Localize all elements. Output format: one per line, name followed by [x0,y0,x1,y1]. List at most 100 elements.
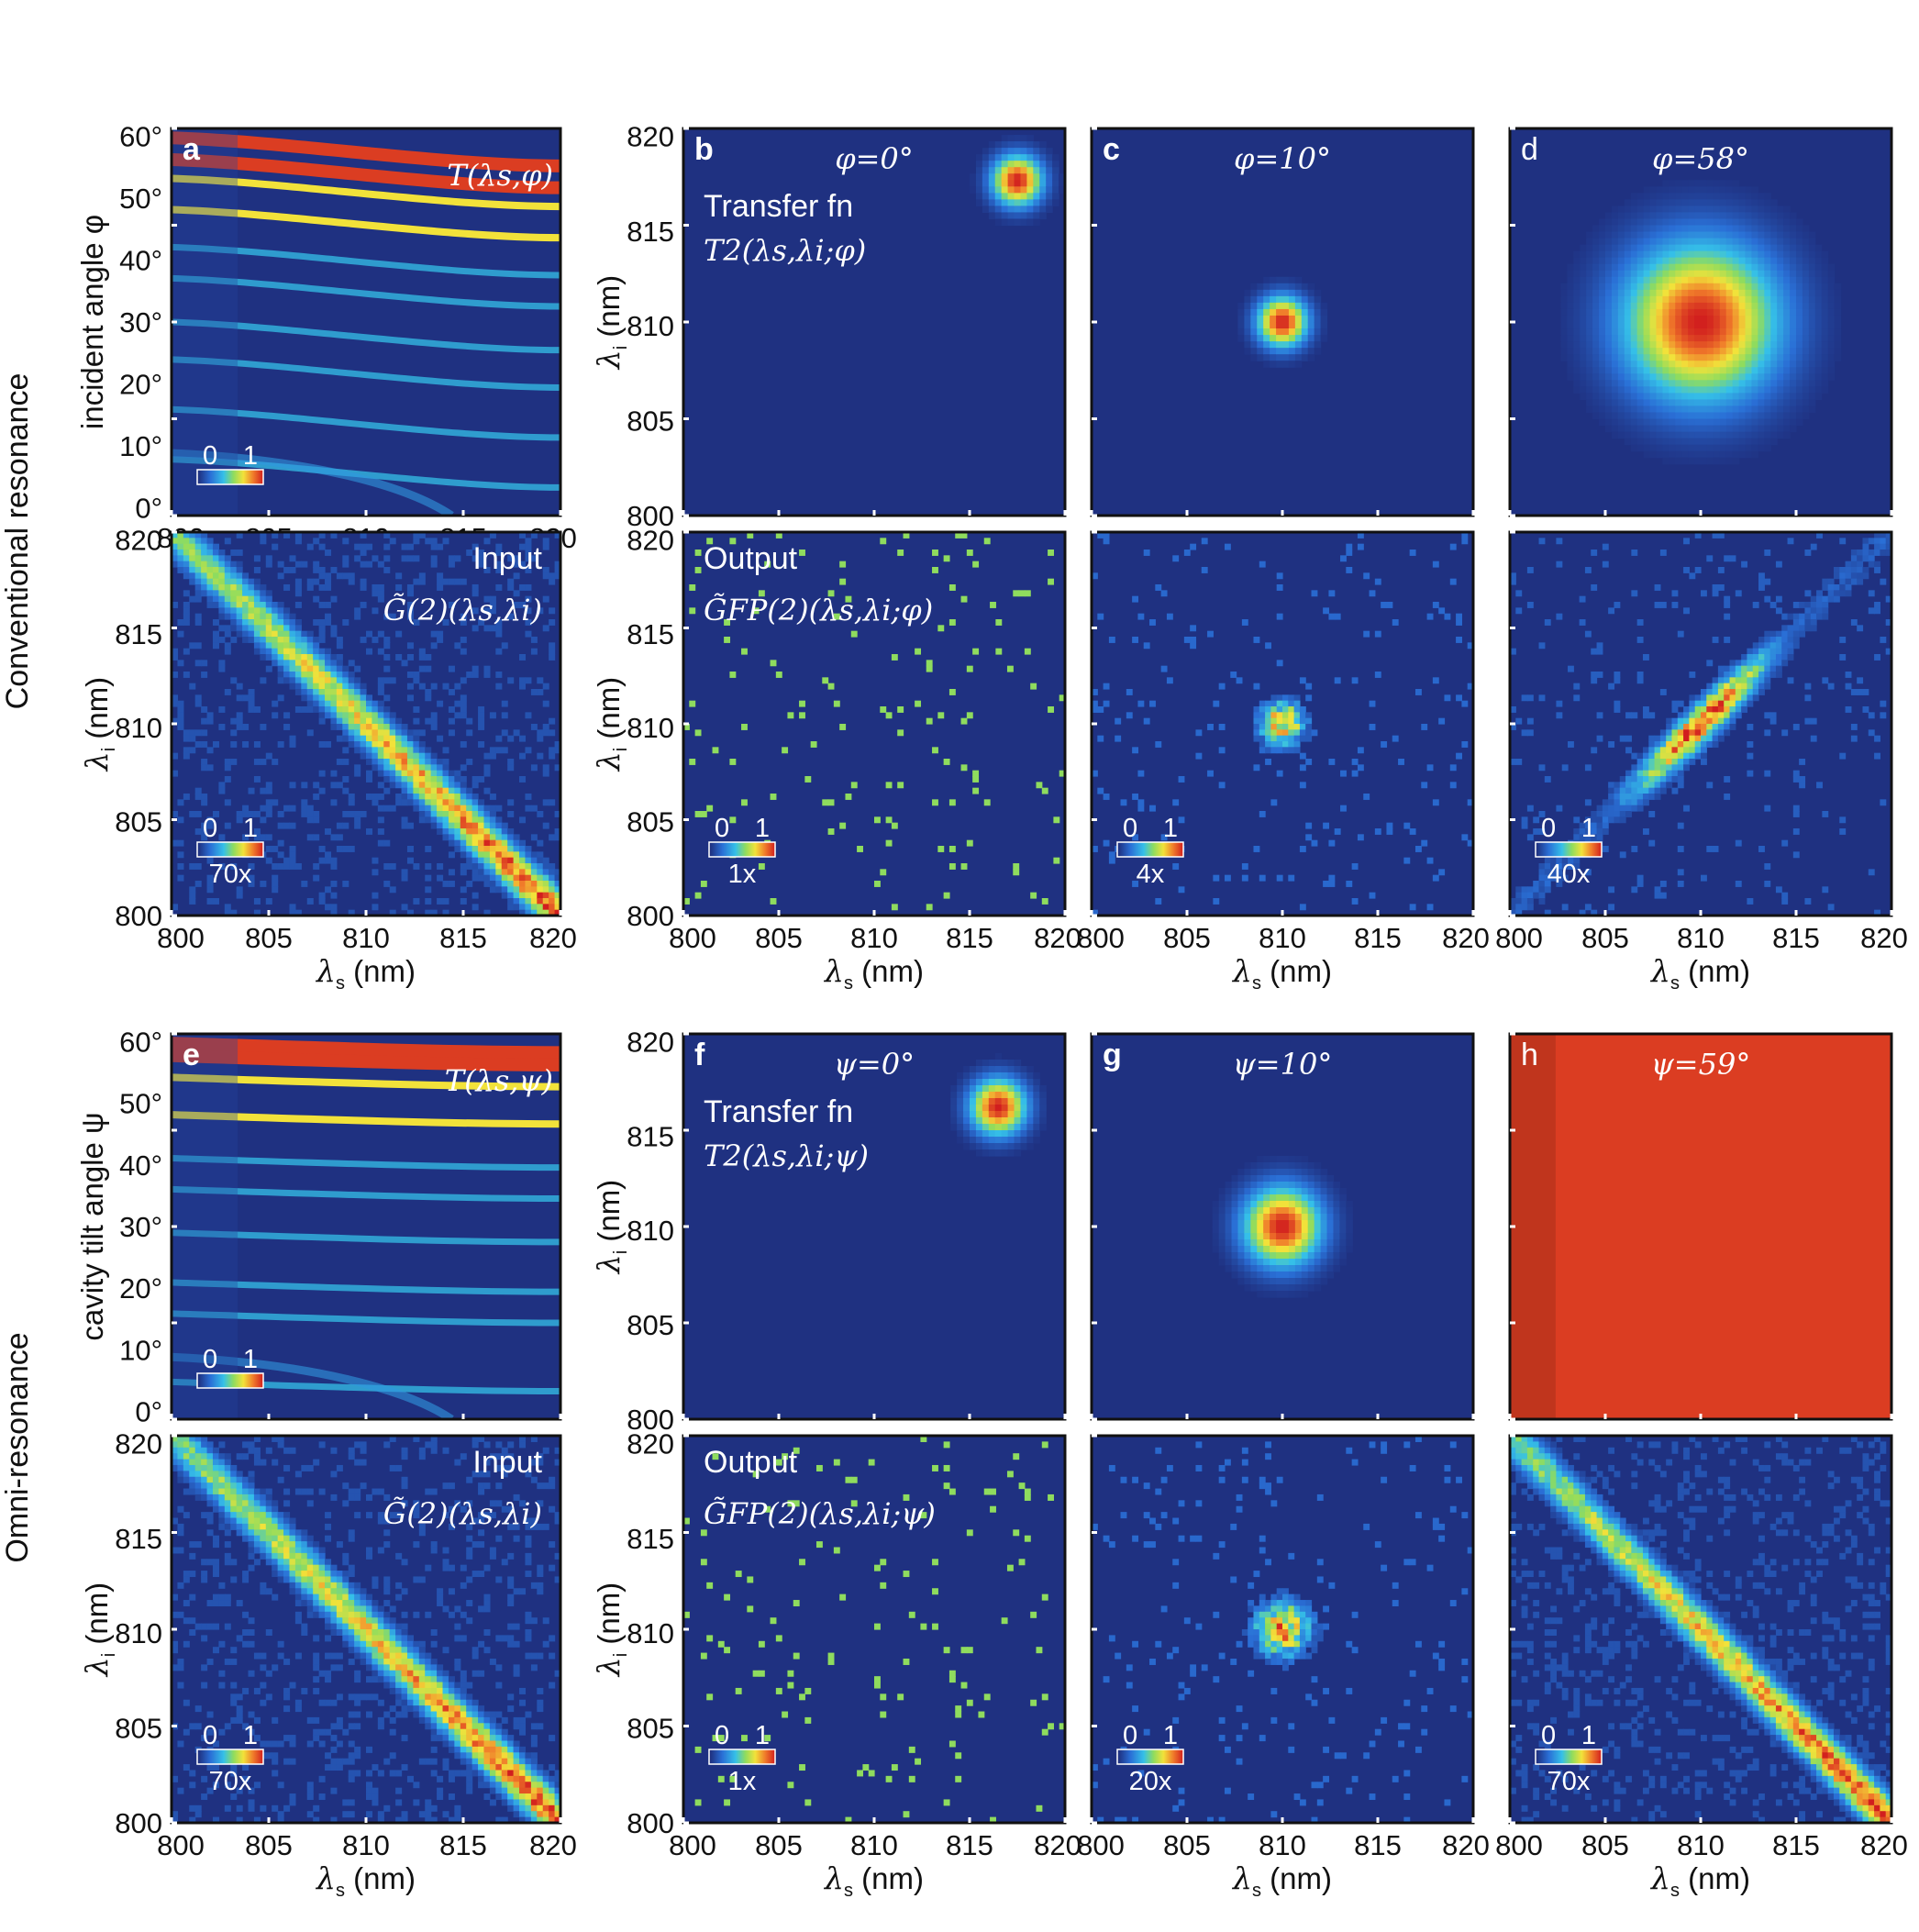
heatmap-cell [1617,335,1625,342]
heatmap-cell [1671,752,1679,760]
heatmap-cell [1814,335,1823,342]
heatmap-cell [1814,270,1823,278]
heatmap-cell [1694,444,1702,452]
heatmap-cell [1630,238,1638,246]
heatmap-cell [1662,373,1669,381]
heatmap-cell [1814,250,1823,259]
heatmap-cell [1567,302,1574,310]
heatmap-cell [194,578,202,585]
heatmap-cell [1039,167,1047,174]
heatmap-cell [360,717,367,725]
plot-area [172,128,560,516]
heatmap-cell [799,550,805,556]
heatmap-cell [1617,257,1625,265]
heatmap-cell [289,665,296,672]
heatmap-cell [483,764,491,772]
heatmap-cell [1276,747,1283,754]
heatmap-cell [1656,399,1663,407]
heatmap-cell [1796,328,1803,336]
heatmap-cell [1250,354,1258,361]
heatmap-cell [325,700,332,707]
heatmap-cell [366,828,373,835]
heatmap-cell [330,712,338,719]
heatmap-cell [454,578,461,585]
heatmap-cell [1048,578,1054,585]
colorbar-max-label: 1 [1163,814,1178,843]
heatmap-cell [377,770,384,777]
heatmap-cell [483,857,491,864]
heatmap-cell [454,794,461,800]
heatmap-cell [401,776,408,783]
heatmap-cell [454,822,461,829]
heatmap-cell [242,590,250,597]
heatmap-cell [194,660,202,667]
heatmap-cell [948,799,956,806]
heatmap-cell [1738,335,1747,342]
heatmap-cell [1701,399,1708,407]
heatmap-cell [1046,199,1053,206]
heatmap-cell [1599,270,1606,278]
heatmap-cell [1758,225,1765,233]
heatmap-cell [289,648,296,655]
heatmap-cell [413,741,420,748]
heatmap-cell [212,555,219,562]
heatmap-cell [1758,193,1765,200]
heatmap-cell [1747,724,1754,730]
heatmap-cell [549,886,556,894]
heatmap-cell [1178,886,1185,894]
heatmap-cell [425,811,432,817]
heatmap-cell [1666,759,1673,765]
heatmap-cell [554,764,560,772]
heatmap-cell [1701,335,1708,342]
heatmap-cell [1880,700,1887,707]
heatmap-cell [289,637,296,643]
heatmap-cell [1808,354,1816,361]
heatmap-cell [549,898,556,905]
heatmap-cell [406,776,414,783]
heatmap-cell [970,1066,977,1073]
heatmap-cell [348,578,355,585]
heatmap-cell [1751,193,1758,200]
heatmap-cell [1456,752,1462,760]
heatmap-cell [1020,193,1027,200]
heatmap-cell [1814,328,1823,336]
heatmap-cell [383,613,391,620]
heatmap-cell [1033,199,1040,206]
heatmap-cell [1659,602,1667,608]
transmission-label: T(λs,ψ) [445,1063,553,1098]
heatmap-cell [1688,263,1695,272]
heatmap-cell [1656,186,1663,194]
heatmap-cell [525,712,532,719]
heatmap-cell [489,811,496,817]
heatmap-cell [1662,270,1669,278]
heatmap-cell [1586,373,1593,381]
heatmap-cell [1132,747,1139,754]
heatmap-cell [955,532,962,539]
heatmap-cell [201,572,208,580]
heatmap-cell [948,584,956,591]
heatmap-cell [1669,393,1676,400]
heatmap-cell [272,846,279,852]
heatmap-cell [1694,270,1702,278]
heatmap-cell [885,816,893,824]
heatmap-cell [1656,418,1663,427]
heatmap-cell [313,794,320,800]
heatmap-cell [1792,642,1800,650]
heatmap-cell [466,846,473,852]
heatmap-cell [1270,700,1278,707]
heatmap-cell [501,828,508,835]
heatmap-cell [1725,431,1734,439]
heatmap-cell [1103,538,1110,545]
heatmap-cell [1706,660,1714,667]
heatmap-cell [519,839,527,847]
heatmap-cell [224,538,231,545]
heatmap-cell [1694,244,1702,252]
heatmap-cell [448,729,455,737]
heatmap-cell [342,700,349,707]
heatmap-cell [1770,322,1778,329]
heatmap-cell [1752,683,1759,690]
heatmap-cell [1550,869,1558,876]
heatmap-cell [177,717,184,725]
heatmap-cell [957,1072,964,1080]
heatmap-cell [336,735,343,742]
